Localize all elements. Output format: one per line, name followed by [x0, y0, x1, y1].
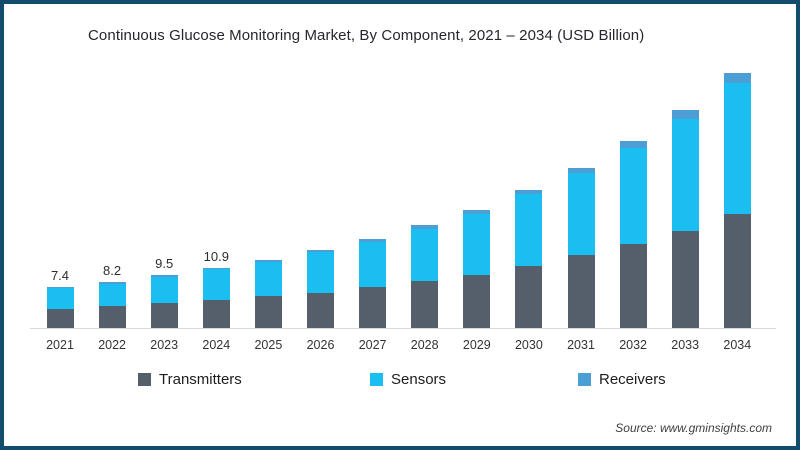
bar-segment	[202, 267, 230, 270]
plot-area: 7.4 2021 8.2 2022 9.5 2023 10.9 2024 2025 2026 202…	[4, 4, 796, 446]
bar-segment	[254, 261, 282, 297]
bar-value-label: 8.2	[103, 263, 122, 279]
source-note: Source: www.gminsights.com	[615, 421, 772, 435]
bar-segment	[411, 225, 439, 229]
bar-segment	[98, 283, 126, 307]
x-tick-label: 2034	[723, 338, 752, 352]
x-tick-label: 2029	[462, 338, 491, 352]
bar-value-label: 7.4	[50, 267, 70, 283]
bar-segment	[671, 231, 699, 328]
bar-segment	[98, 306, 126, 328]
x-tick-label: 2027	[358, 338, 387, 352]
x-tick-label: 2030	[514, 338, 543, 352]
receivers-swatch-icon	[578, 373, 591, 386]
legend-label-sensors: Sensors	[391, 371, 447, 388]
bar-segment	[254, 296, 282, 328]
bar-segment	[307, 252, 334, 294]
bar-segment	[359, 241, 387, 287]
x-tick-label: 2026	[306, 338, 335, 352]
x-tick-label: 2033	[671, 338, 700, 352]
bar-value-label: 9.5	[155, 256, 174, 272]
bar-segment	[515, 189, 543, 195]
bar-segment	[307, 249, 334, 253]
bar-segment	[567, 173, 595, 256]
bar-segment	[46, 286, 74, 289]
bar-segment	[723, 213, 751, 328]
bar-segment	[619, 140, 647, 148]
x-tick-label: 2032	[619, 338, 647, 352]
x-tick-label: 2028	[410, 338, 439, 352]
x-tick-label: 2022	[98, 338, 126, 352]
bar-value-label: 10.9	[203, 248, 229, 264]
legend: Transmitters Sensors Receivers	[4, 371, 796, 395]
bar-segment	[202, 269, 230, 301]
bar-segment	[671, 118, 699, 232]
bar-segment	[515, 194, 543, 267]
x-tick-label: 2023	[150, 338, 179, 352]
sensors-swatch-icon	[370, 373, 383, 386]
x-tick-label: 2021	[46, 338, 74, 352]
bar-segment	[411, 228, 439, 282]
x-tick-label: 2025	[254, 338, 283, 352]
bar-segment	[463, 213, 491, 275]
legend-item-receivers: Receivers	[578, 371, 666, 388]
transmitters-swatch-icon	[138, 373, 151, 386]
x-tick-label: 2024	[202, 338, 231, 352]
bar-segment	[463, 209, 491, 214]
bar-segment	[359, 286, 387, 328]
bar-segment	[150, 276, 178, 304]
bar-segment	[202, 300, 230, 328]
x-axis-line	[30, 328, 776, 329]
bar-segment	[619, 243, 647, 328]
legend-item-transmitters: Transmitters	[138, 371, 242, 388]
bar-segment	[411, 281, 439, 328]
bar-segment	[359, 238, 387, 242]
bar-segment	[307, 293, 334, 328]
bar-segment	[254, 259, 282, 262]
bar-segment	[723, 73, 751, 83]
legend-label-receivers: Receivers	[599, 371, 666, 388]
bar-segment	[46, 288, 74, 309]
bar-segment	[515, 266, 543, 328]
bar-segment	[671, 110, 699, 119]
bar-segment	[463, 274, 491, 328]
bar-segment	[619, 147, 647, 244]
bar-segment	[150, 275, 178, 277]
legend-label-transmitters: Transmitters	[159, 371, 242, 388]
bar-segment	[567, 167, 595, 174]
legend-item-sensors: Sensors	[370, 371, 446, 388]
bar-segment	[150, 303, 178, 328]
x-tick-label: 2031	[567, 338, 595, 352]
bar-segment	[46, 308, 74, 328]
bar-segment	[567, 255, 595, 328]
bar-segment	[723, 82, 751, 214]
chart-title: Continuous Glucose Monitoring Market, By…	[88, 27, 645, 44]
bar-segment	[98, 282, 126, 284]
